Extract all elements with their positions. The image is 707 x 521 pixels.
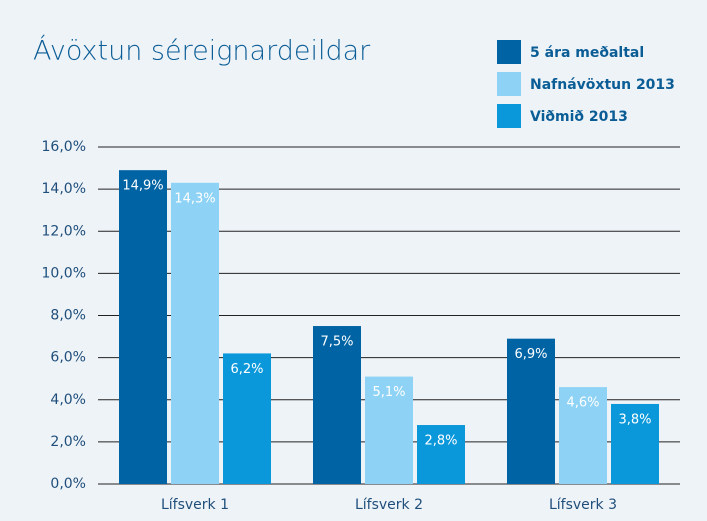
bar bbox=[507, 338, 555, 484]
y-tick-label: 16,0% bbox=[42, 139, 86, 155]
x-tick-label: Lífsverk 2 bbox=[355, 497, 423, 513]
value-label: 4,6% bbox=[566, 396, 599, 411]
value-label: 3,8% bbox=[618, 412, 651, 427]
bar bbox=[313, 326, 361, 484]
y-tick-label: 6,0% bbox=[50, 350, 86, 366]
y-tick-label: 10,0% bbox=[42, 265, 86, 281]
chart-title: Ávöxtun séreignardeildar bbox=[33, 35, 371, 67]
legend-label: Viðmið 2013 bbox=[530, 109, 628, 125]
value-label: 14,3% bbox=[174, 191, 215, 206]
bar bbox=[611, 403, 659, 484]
y-tick-label: 2,0% bbox=[50, 434, 86, 450]
y-tick-label: 8,0% bbox=[50, 308, 86, 324]
bar bbox=[365, 376, 413, 484]
legend-label: Nafnávöxtun 2013 bbox=[530, 77, 675, 93]
y-tick-label: 4,0% bbox=[50, 392, 86, 408]
value-label: 14,9% bbox=[122, 179, 163, 194]
legend-swatch bbox=[497, 40, 521, 64]
value-label: 5,1% bbox=[372, 385, 405, 400]
value-label: 2,8% bbox=[424, 434, 457, 449]
y-tick-label: 12,0% bbox=[42, 223, 86, 239]
value-label: 6,9% bbox=[514, 347, 547, 362]
bar bbox=[171, 182, 219, 484]
value-label: 6,2% bbox=[230, 362, 263, 377]
x-tick-label: Lífsverk 3 bbox=[549, 497, 617, 513]
legend-swatch bbox=[497, 104, 521, 128]
value-label: 7,5% bbox=[320, 335, 353, 350]
y-tick-label: 0,0% bbox=[50, 476, 86, 492]
legend-label: 5 ára meðaltal bbox=[530, 45, 644, 61]
bar bbox=[417, 425, 465, 484]
bar bbox=[223, 353, 271, 484]
bar bbox=[119, 170, 167, 484]
legend-swatch bbox=[497, 72, 521, 96]
y-tick-label: 14,0% bbox=[42, 181, 86, 197]
x-tick-label: Lífsverk 1 bbox=[161, 497, 229, 513]
bar bbox=[559, 387, 607, 484]
